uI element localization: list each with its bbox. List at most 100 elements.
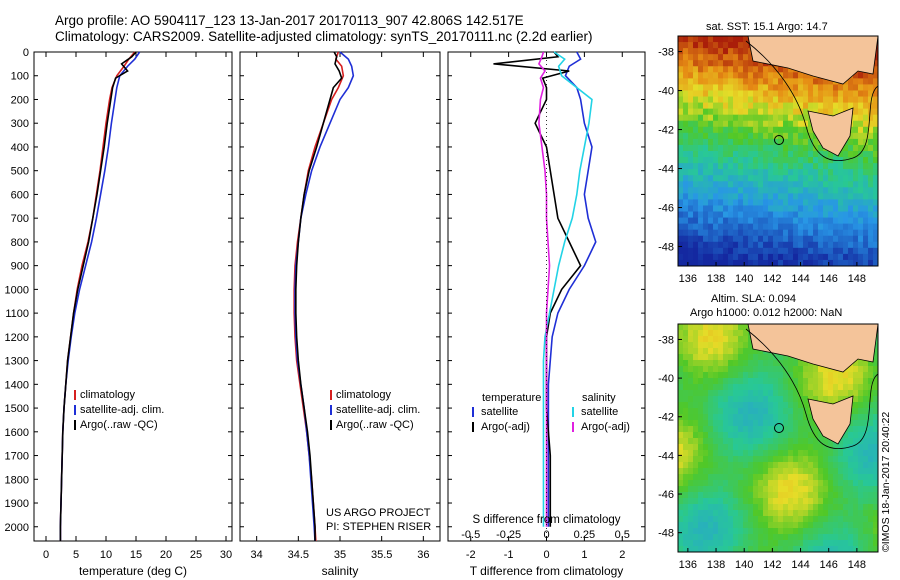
map-cell: [693, 444, 699, 451]
map-cell: [698, 390, 704, 397]
map-cell: [858, 126, 864, 134]
map-cell: [683, 504, 689, 511]
map-cell: [693, 102, 699, 110]
map-cell: [748, 528, 754, 535]
map-cell: [873, 342, 879, 349]
map-cell: [683, 522, 689, 529]
map-cell: [733, 366, 739, 373]
map-cell: [793, 169, 799, 176]
map-cell: [768, 102, 774, 110]
map-cell: [698, 330, 704, 337]
map-cell: [858, 235, 864, 243]
map-cell: [808, 169, 814, 176]
map-cell: [783, 253, 789, 261]
map-cell: [788, 144, 794, 152]
map-cell: [688, 42, 694, 49]
map-cell: [768, 66, 774, 73]
map-cell: [758, 120, 764, 128]
map-cell: [803, 187, 809, 194]
map-cell: [808, 546, 814, 553]
map-cell: [758, 241, 764, 249]
map-cell: [743, 259, 749, 267]
map-cell: [843, 253, 849, 261]
map-cell: [718, 229, 724, 237]
map-cell: [853, 193, 859, 200]
map-cell: [768, 120, 774, 128]
map-cell: [783, 259, 789, 267]
map-cell: [828, 522, 834, 529]
map-cell: [763, 241, 769, 249]
map-cell: [718, 360, 724, 367]
map-cell: [773, 114, 779, 122]
map-cell: [698, 108, 704, 116]
map-cell: [793, 486, 799, 493]
map-cell: [688, 510, 694, 517]
map-cell: [743, 199, 749, 206]
map-cell: [723, 516, 729, 523]
map-cell: [718, 157, 724, 164]
map-cell: [768, 372, 774, 379]
map-cell: [748, 72, 754, 79]
map-cell: [803, 366, 809, 373]
map-cell: [763, 205, 769, 213]
map-cell: [688, 360, 694, 367]
map-cell: [753, 420, 759, 427]
map-cell: [733, 462, 739, 469]
map-cell: [728, 498, 734, 505]
map-cell: [833, 468, 839, 475]
map-cell: [678, 534, 684, 541]
map-cell: [868, 144, 874, 152]
map-cell: [853, 144, 859, 152]
map-cell: [768, 217, 774, 225]
map-cell: [688, 169, 694, 176]
map-cell: [838, 217, 844, 225]
map-cell: [788, 504, 794, 511]
map-cell: [808, 366, 814, 373]
map-cell: [703, 163, 709, 170]
map-cell: [693, 72, 699, 79]
map-cell: [763, 408, 769, 415]
map-cell: [798, 157, 804, 164]
map-cell: [813, 247, 819, 255]
map-cell: [683, 157, 689, 164]
map-cell: [728, 468, 734, 475]
map-cell: [718, 486, 724, 493]
map-cell: [833, 516, 839, 523]
map-cell: [718, 90, 724, 98]
map-cell: [768, 516, 774, 523]
map-cell: [833, 217, 839, 225]
map-cell: [688, 432, 694, 439]
map-cell: [748, 84, 754, 91]
map-cell: [868, 510, 874, 517]
map-cell: [683, 462, 689, 469]
map-cell: [803, 534, 809, 541]
map-cell: [698, 498, 704, 505]
map-cell: [753, 138, 759, 146]
map-cell: [778, 144, 784, 152]
map-cell: [813, 235, 819, 243]
map-cell: [813, 450, 819, 457]
map-cell: [758, 175, 764, 182]
map-cell: [698, 408, 704, 415]
map-cell: [753, 396, 759, 403]
map-cell: [728, 396, 734, 403]
map-cell: [813, 540, 819, 547]
map-cell: [698, 450, 704, 457]
project-label: US ARGO PROJECT: [326, 507, 431, 519]
map-cell: [748, 126, 754, 134]
map-cell: [863, 528, 869, 535]
map-cell: [848, 426, 854, 433]
map-cell: [743, 420, 749, 427]
map-cell: [753, 72, 759, 79]
map-cell: [868, 193, 874, 200]
x-axis-label: temperature (deg C): [79, 564, 187, 578]
map-cell: [848, 205, 854, 213]
map-cell: [783, 516, 789, 523]
map-cell: [868, 528, 874, 535]
map-cell: [758, 462, 764, 469]
map-cell: [713, 96, 719, 104]
map-cell: [768, 241, 774, 249]
map-cell: [803, 108, 809, 116]
map-cell: [848, 102, 854, 110]
map-cell: [718, 78, 724, 85]
